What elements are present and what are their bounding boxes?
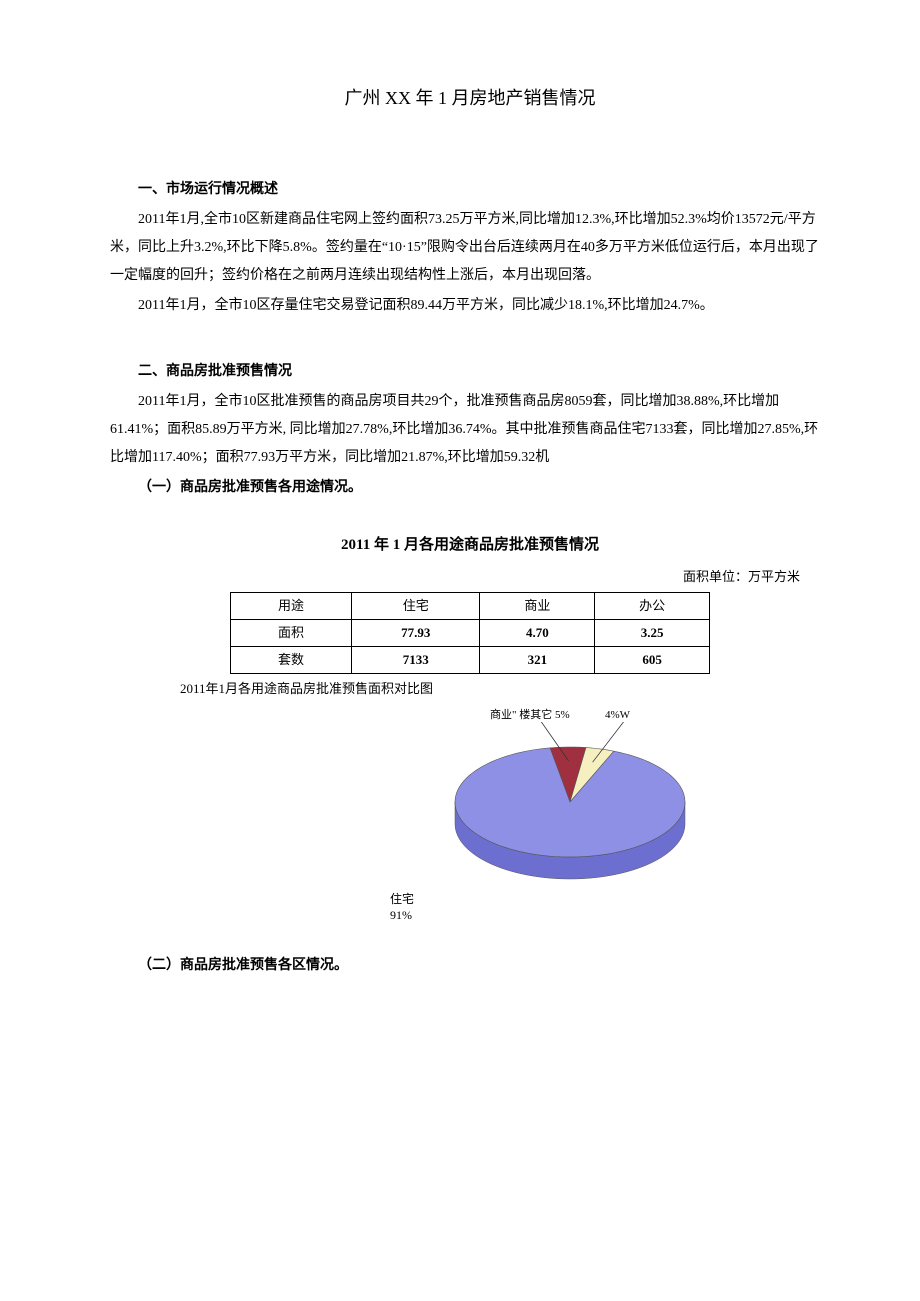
chart-caption: 2011年1月各用途商品房批准预售面积对比图 (180, 676, 830, 702)
presale-table: 用途 住宅 商业 办公 面积 77.93 4.70 3.25 套数 7133 3… (230, 592, 710, 674)
row-area-label: 面积 (231, 620, 352, 647)
section2-p1: 2011年1月，全市10区批准预售的商品房项目共29个，批准预售商品房8059套… (110, 388, 830, 472)
th-commercial: 商业 (480, 593, 595, 620)
section2-sub1: （一）商品房批准预售各用途情况。 (110, 474, 830, 502)
cell-count-residential: 7133 (352, 647, 480, 674)
section2-sub2: （二）商品房批准预售各区情况。 (110, 952, 830, 980)
pie-svg (420, 722, 720, 902)
row-count-label: 套数 (231, 647, 352, 674)
th-office: 办公 (595, 593, 710, 620)
cell-count-office: 605 (595, 647, 710, 674)
th-usage: 用途 (231, 593, 352, 620)
section2-heading: 二、商品房批准预售情况 (110, 358, 830, 386)
pie-label-residential: 住宅91% (390, 892, 414, 923)
section1-p1: 2011年1月,全市10区新建商品住宅网上签约面积73.25万平方米,同比增加1… (110, 206, 830, 290)
page-title: 广州 XX 年 1 月房地产销售情况 (110, 80, 830, 116)
table-row: 面积 77.93 4.70 3.25 (231, 620, 710, 647)
section1-heading: 一、市场运行情况概述 (110, 176, 830, 204)
th-residential: 住宅 (352, 593, 480, 620)
cell-count-commercial: 321 (480, 647, 595, 674)
table-title: 2011 年 1 月各用途商品房批准预售情况 (110, 530, 830, 560)
cell-area-commercial: 4.70 (480, 620, 595, 647)
table-row: 套数 7133 321 605 (231, 647, 710, 674)
section1-p2: 2011年1月，全市10区存量住宅交易登记面积89.44万平方米，同比减少18.… (110, 292, 830, 320)
unit-note: 面积单位：万平方米 (110, 564, 800, 590)
pie-chart: 商业" 楼其它 5% 4%W 住宅91% (350, 702, 810, 942)
table-row: 用途 住宅 商业 办公 (231, 593, 710, 620)
cell-area-office: 3.25 (595, 620, 710, 647)
cell-area-residential: 77.93 (352, 620, 480, 647)
